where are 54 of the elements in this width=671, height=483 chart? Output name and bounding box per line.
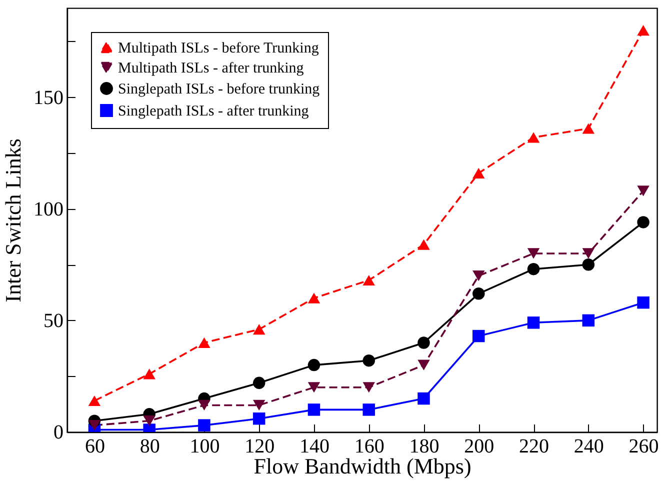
point (252, 400, 266, 411)
point (527, 262, 540, 276)
point (88, 420, 101, 431)
point (143, 368, 156, 380)
point (252, 412, 266, 425)
point (637, 216, 650, 228)
point (308, 404, 320, 416)
point (637, 186, 650, 196)
point (582, 123, 595, 134)
y-tick-label: 50 (44, 310, 64, 332)
point (308, 292, 320, 304)
y-tick-label: 150 (34, 86, 64, 109)
point (252, 324, 266, 335)
y-tick-label: 0 (54, 422, 64, 444)
point (472, 288, 485, 300)
point (418, 360, 430, 370)
point (418, 239, 430, 250)
point (362, 404, 375, 416)
point (198, 400, 210, 411)
point (472, 168, 485, 178)
point (308, 382, 320, 393)
point (198, 337, 210, 348)
point (362, 354, 375, 367)
point (252, 376, 266, 390)
point (637, 296, 650, 309)
y-axis-title: Inter Switch Links (0, 138, 26, 302)
legend-label: Singlepath ISLs - before trunking (118, 82, 320, 98)
legend-label: Multipath ISLs - before Trunking (118, 40, 320, 56)
point (527, 132, 540, 143)
y-tick-label: 100 (34, 198, 64, 220)
x-tick-label: 260 (628, 436, 659, 458)
point (472, 330, 485, 342)
point (143, 416, 156, 426)
x-tick-label: 60 (84, 436, 105, 458)
point (418, 392, 430, 405)
point (582, 248, 595, 259)
legend-label: Singlepath ISLs - after trunking (118, 104, 310, 120)
x-tick-label: 80 (140, 436, 160, 458)
point (308, 358, 320, 372)
point (362, 274, 375, 286)
point (198, 419, 210, 432)
point (582, 258, 595, 271)
point (362, 382, 375, 393)
point (418, 336, 430, 349)
point (582, 314, 595, 327)
point (527, 248, 540, 259)
x-tick-label: 240 (574, 436, 604, 458)
point (88, 395, 101, 406)
x-tick-label: 220 (519, 436, 550, 458)
point (472, 270, 485, 282)
x-tick-label: 100 (190, 436, 220, 458)
point (527, 316, 540, 329)
legend-label: Multipath ISLs - after trunking (118, 60, 304, 76)
point (637, 25, 650, 36)
